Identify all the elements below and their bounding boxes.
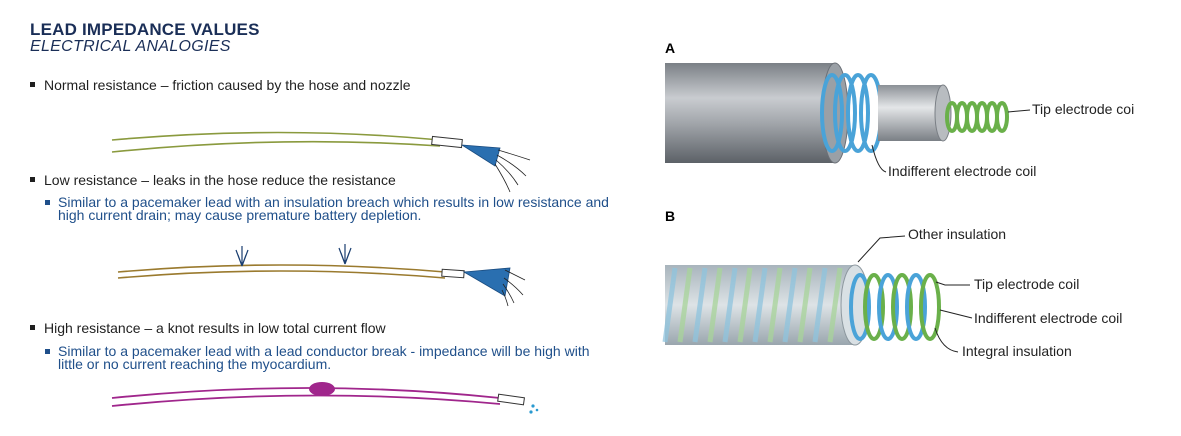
sub-bullet-insulation-breach: Similar to a pacemaker lead with an insu… (45, 195, 618, 222)
callout-b-tip-electrode: Tip electrode coil (974, 276, 1079, 292)
sub-bullet-conductor-break: Similar to a pacemaker lead with a lead … (45, 344, 618, 371)
normal-hose-image (111, 131, 531, 193)
leaking-hose-image (117, 244, 526, 307)
panel-b-illustration (662, 235, 973, 353)
callout-a-tip-electrode: Tip electrode coi (1032, 101, 1134, 117)
callout-b-integral-insulation: Integral insulation (962, 343, 1072, 359)
hose-illustrations (111, 131, 539, 414)
bullet-high-resistance: High resistance – a knot results in low … (30, 320, 386, 336)
page-subtitle: ELECTRICAL ANALOGIES (30, 38, 231, 55)
knotted-hose-image (111, 382, 539, 414)
bullet-normal-resistance: Normal resistance – friction caused by t… (30, 77, 411, 93)
panel-b-label: B (665, 208, 676, 224)
panel-a-label: A (665, 40, 676, 56)
page-title: LEAD IMPEDANCE VALUES (30, 20, 260, 39)
callout-b-other-insulation: Other insulation (908, 226, 1006, 242)
panel-a-illustration (665, 62, 1031, 173)
bullet-low-resistance: Low resistance – leaks in the hose reduc… (30, 172, 396, 188)
callout-a-indifferent-electrode: Indifferent electrode coil (888, 163, 1036, 179)
callout-b-indifferent-electrode: Indifferent electrode coil (974, 310, 1122, 326)
